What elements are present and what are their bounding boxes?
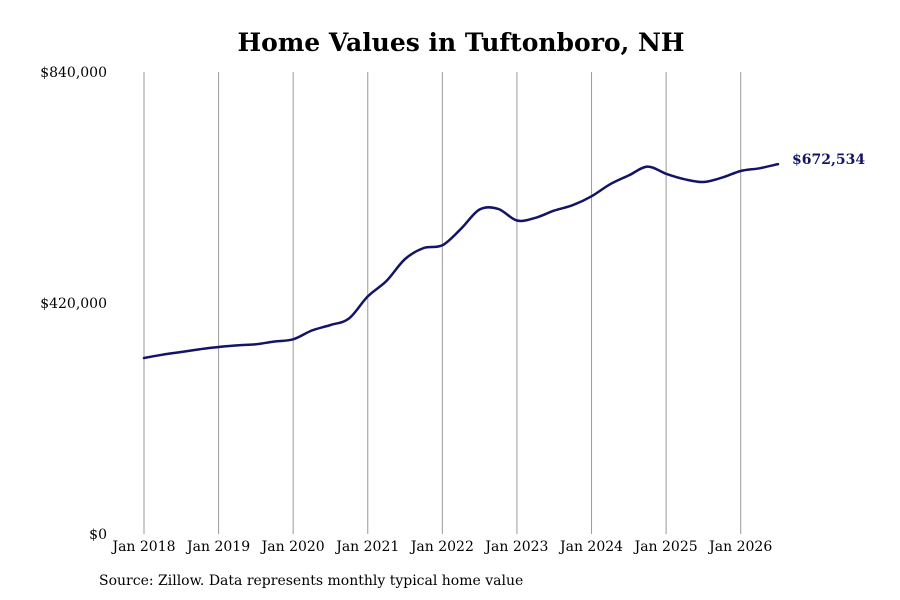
x-axis-ticks: Jan 2018 Jan 2019 Jan 2020 Jan 2021 Jan 2022… [110,539,772,555]
x-tick-label: Jan 2026 [707,539,772,555]
y-tick-label: $0 [89,527,107,543]
x-tick-label: Jan 2021 [334,539,399,555]
y-axis-ticks: $0 $420,000 $840,000 [40,65,107,543]
y-tick-label: $840,000 [40,65,107,81]
source-note: Source: Zillow. Data represents monthly … [99,573,524,589]
x-tick-label: Jan 2018 [110,539,175,555]
chart-title: Home Values in Tuftonboro, NH [237,28,685,57]
end-value-label: $672,534 [792,152,865,168]
x-tick-label: Jan 2020 [260,539,325,555]
x-tick-label: Jan 2024 [558,539,623,555]
x-tick-label: Jan 2022 [409,539,474,555]
x-tick-label: Jan 2025 [633,539,698,555]
y-tick-label: $420,000 [40,296,107,312]
grid-lines [143,72,742,534]
end-label-layer: $672,534 [792,152,865,168]
x-tick-label: Jan 2019 [185,539,250,555]
series-layer [142,162,780,360]
series-line [142,162,780,360]
x-tick-label: Jan 2023 [483,539,548,555]
